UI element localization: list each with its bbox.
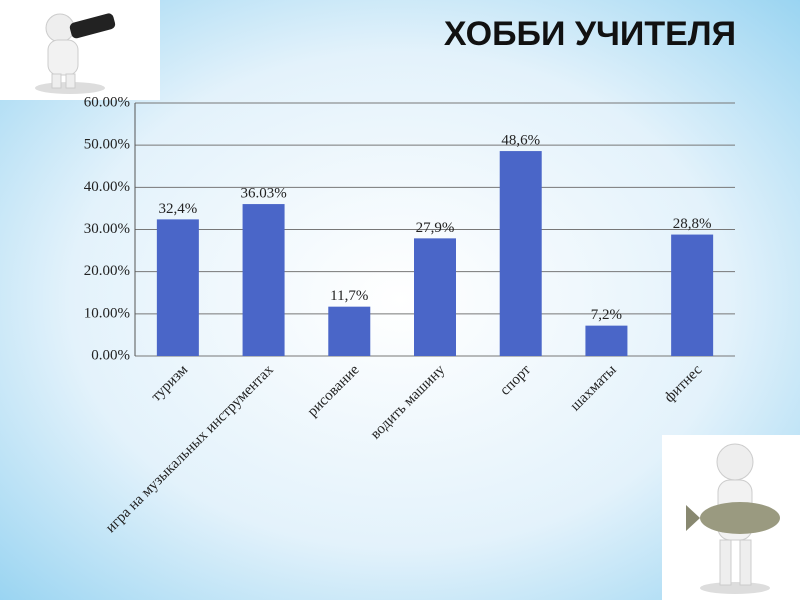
data-label: 11,7% bbox=[330, 288, 368, 304]
data-label: 48,6% bbox=[501, 133, 540, 149]
bar bbox=[414, 238, 456, 356]
y-tick-label: 40.00% bbox=[84, 179, 130, 195]
y-tick-label: 60.00% bbox=[84, 94, 130, 110]
bar bbox=[156, 219, 199, 356]
bar bbox=[499, 151, 542, 356]
bar bbox=[585, 325, 628, 356]
data-label: 36.03% bbox=[240, 186, 286, 202]
data-label: 32,4% bbox=[158, 201, 197, 217]
y-tick-label: 20.00% bbox=[84, 263, 130, 279]
figure-binoculars bbox=[0, 0, 160, 100]
y-tick-label: 0.00% bbox=[91, 347, 130, 363]
y-tick-label: 50.00% bbox=[84, 137, 130, 153]
data-label: 28,8% bbox=[673, 216, 712, 232]
bar bbox=[671, 234, 714, 356]
y-tick-label: 10.00% bbox=[84, 305, 130, 321]
y-tick-label: 30.00% bbox=[84, 221, 130, 237]
figure-fish bbox=[662, 435, 800, 600]
data-label: 7,2% bbox=[591, 307, 622, 323]
bar bbox=[328, 306, 371, 356]
bar bbox=[242, 204, 285, 356]
data-label: 27,9% bbox=[416, 220, 455, 236]
chart-title: ХОББИ УЧИТЕЛЯ bbox=[444, 15, 736, 53]
